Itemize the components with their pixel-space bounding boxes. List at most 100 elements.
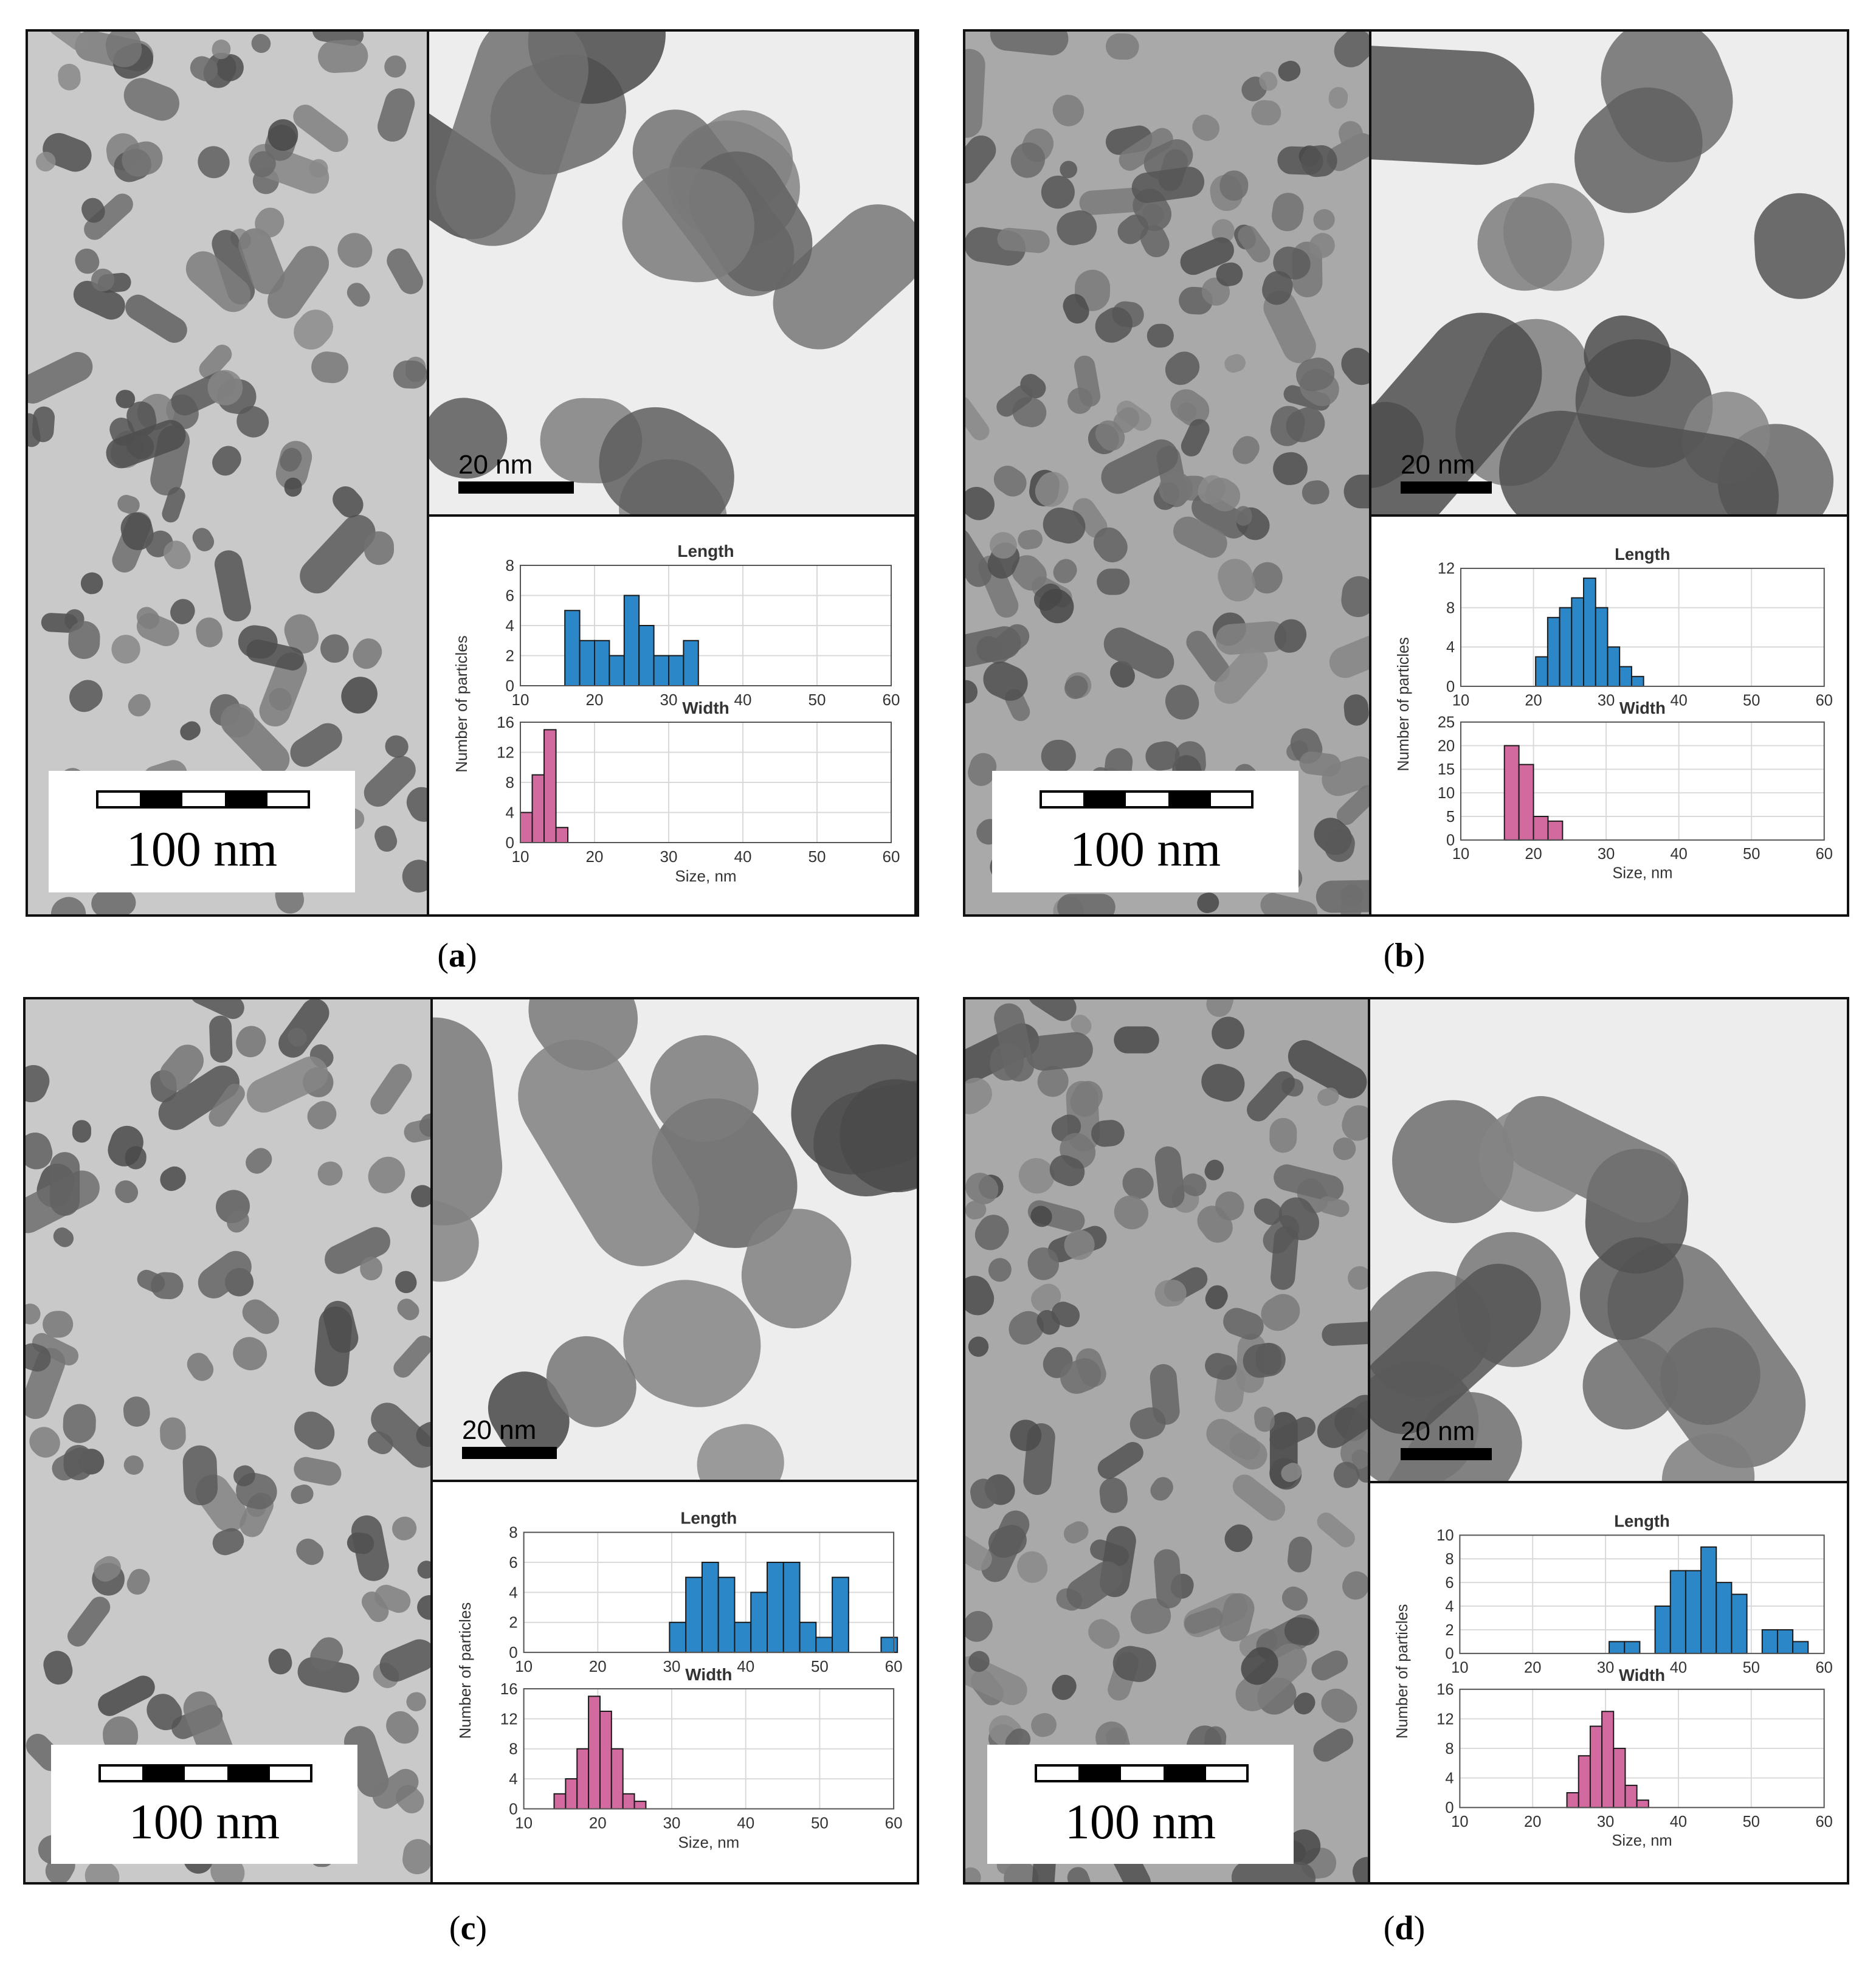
particle — [1119, 128, 1173, 171]
particle — [1284, 1617, 1320, 1646]
particle — [1243, 1342, 1286, 1378]
scale-bar-100nm-label: 100 nm — [126, 821, 278, 877]
particle — [1317, 1087, 1339, 1106]
particle — [387, 248, 423, 294]
particle — [371, 1402, 432, 1468]
particle — [1027, 1247, 1059, 1280]
y-tick-label: 8 — [506, 773, 514, 792]
particle — [970, 1478, 998, 1509]
scale-bar-100nm-label: 100 nm — [1064, 1794, 1216, 1849]
y-tick-label: 8 — [509, 1525, 517, 1542]
length-histogram: 0 2 4 6 8 10 20 30 40 50 60 Length — [506, 542, 900, 709]
scale-bar-20nm-label: 20 nm — [458, 450, 533, 480]
scale-bar-20nm-label: 20 nm — [1401, 1416, 1475, 1446]
particle — [1281, 1463, 1302, 1482]
length-bar — [1535, 656, 1548, 687]
y-tick-label: 8 — [1445, 1551, 1454, 1568]
particle — [965, 49, 985, 138]
x-tick-label: 60 — [883, 847, 900, 866]
particle — [1057, 894, 1116, 914]
width-histogram: 0 4 8 12 16 10 20 30 40 50 60 Width — [1436, 1666, 1833, 1830]
x-tick-label: 40 — [1670, 1813, 1687, 1830]
particle — [294, 1457, 342, 1486]
tem-overview-image — [28, 32, 428, 914]
particle — [1371, 402, 1424, 488]
particle — [1261, 1294, 1300, 1331]
y-tick-label: 2 — [506, 647, 514, 665]
particle — [1232, 1474, 1286, 1521]
particle — [158, 1065, 240, 1130]
length-bar — [880, 1637, 898, 1654]
particle — [965, 680, 978, 704]
particle — [370, 1064, 412, 1115]
particle — [1192, 114, 1220, 141]
length-bar — [1630, 675, 1644, 687]
particle — [402, 1839, 432, 1875]
length-bar — [1792, 1641, 1809, 1654]
scale-bar-20nm-line — [1401, 481, 1492, 494]
particle — [1140, 224, 1170, 258]
width-bar — [1601, 1711, 1615, 1809]
particle — [1066, 1561, 1123, 1610]
particle — [1091, 1120, 1125, 1147]
particle — [599, 407, 734, 514]
particle — [364, 756, 416, 807]
particle — [294, 309, 334, 350]
plot-frame — [523, 1531, 895, 1654]
particle — [965, 1275, 995, 1316]
particle — [1070, 1081, 1103, 1117]
x-tick-label: 40 — [737, 1815, 754, 1832]
particle — [384, 55, 407, 78]
x-tick-label: 40 — [1670, 1659, 1687, 1676]
particle — [1079, 187, 1145, 215]
particle — [290, 723, 342, 767]
width-bar — [1533, 816, 1549, 841]
particle — [1214, 647, 1268, 704]
particle — [436, 32, 589, 246]
particle — [26, 1343, 51, 1372]
particle — [233, 1465, 255, 1486]
particle — [1105, 33, 1139, 60]
x-tick-label: 40 — [1670, 846, 1687, 863]
particle — [974, 1215, 1009, 1250]
particle — [1095, 307, 1133, 343]
particle — [1343, 694, 1369, 726]
y-tick-label: 8 — [1446, 599, 1455, 616]
particle — [1184, 1607, 1223, 1634]
particle — [246, 639, 305, 671]
particle — [182, 1445, 218, 1506]
particle — [1154, 1549, 1182, 1609]
particle — [343, 1726, 389, 1798]
particle — [26, 1064, 50, 1103]
y-tick-label: 16 — [500, 1681, 518, 1698]
particle — [1041, 175, 1075, 209]
particle — [91, 889, 136, 914]
tem-inset-svg — [1371, 32, 1847, 514]
y-tick-label: 6 — [509, 1554, 517, 1571]
y-tick-label: 6 — [1445, 1575, 1454, 1592]
particle — [1099, 1477, 1128, 1513]
particle — [105, 32, 142, 67]
x-tick-label: 40 — [734, 847, 752, 866]
histogram-frame — [1368, 1481, 1847, 1882]
particle — [280, 447, 302, 472]
width-histogram: 0 4 8 12 16 10 20 30 40 50 60 Width — [497, 698, 900, 866]
particle — [773, 204, 914, 350]
particle — [209, 1015, 233, 1063]
particle — [1197, 892, 1219, 913]
plot-frame — [1460, 721, 1825, 841]
particle — [965, 528, 992, 587]
width-title: Width — [685, 1665, 732, 1684]
histogram-frame — [427, 514, 917, 914]
particle — [997, 227, 1050, 254]
particle — [309, 159, 328, 178]
particle — [170, 599, 195, 624]
histogram-svg: 0 2 4 6 8 10 10 20 30 40 50 60 Length 0 4 8 12 16 10 20 30 40… — [1394, 1512, 1833, 1850]
y-tick-label: 0 — [1446, 678, 1455, 695]
particle — [1212, 219, 1235, 243]
particle — [63, 1444, 94, 1480]
length-bar — [683, 640, 699, 686]
width-bar — [1613, 1748, 1626, 1809]
particle — [137, 1269, 165, 1293]
particle — [965, 396, 990, 441]
